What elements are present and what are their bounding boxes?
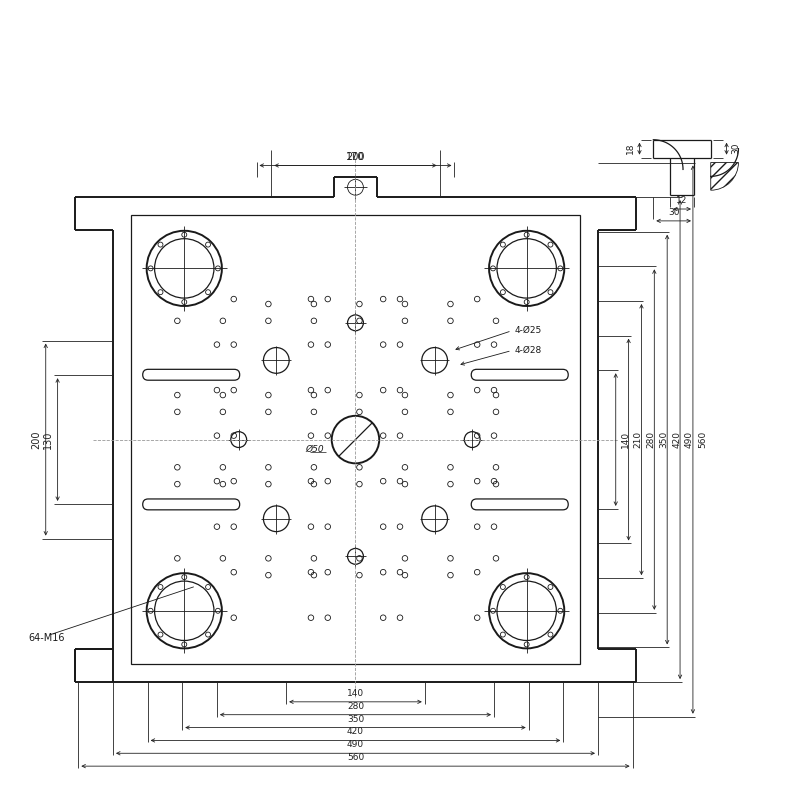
FancyBboxPatch shape: [471, 370, 568, 380]
Text: 130: 130: [42, 430, 53, 449]
Text: 420: 420: [672, 431, 681, 448]
Text: Ø50: Ø50: [305, 445, 324, 454]
Text: 420: 420: [347, 727, 364, 737]
Text: 4-Ø28: 4-Ø28: [514, 346, 542, 355]
Text: 140: 140: [621, 431, 630, 448]
Text: 64-M16: 64-M16: [28, 634, 65, 643]
Text: 200: 200: [30, 430, 41, 449]
Text: 490: 490: [685, 431, 694, 448]
Text: 30: 30: [731, 143, 741, 154]
Text: 30: 30: [668, 208, 679, 217]
Text: 350: 350: [659, 431, 668, 448]
Text: 350: 350: [347, 714, 364, 723]
Text: 4-Ø25: 4-Ø25: [514, 326, 542, 335]
Text: 140: 140: [347, 689, 364, 698]
Text: 170: 170: [346, 151, 365, 162]
Text: 200: 200: [346, 151, 365, 162]
Text: 560: 560: [698, 431, 707, 448]
FancyBboxPatch shape: [142, 370, 240, 380]
Text: 490: 490: [347, 740, 364, 750]
Text: 12: 12: [676, 196, 688, 205]
Text: 280: 280: [347, 702, 364, 710]
Text: 280: 280: [646, 431, 655, 448]
Text: 560: 560: [347, 753, 364, 762]
FancyBboxPatch shape: [471, 499, 568, 510]
Text: 210: 210: [634, 431, 642, 448]
Bar: [131, 215, 580, 664]
FancyBboxPatch shape: [142, 499, 240, 510]
Text: 18: 18: [626, 143, 634, 154]
